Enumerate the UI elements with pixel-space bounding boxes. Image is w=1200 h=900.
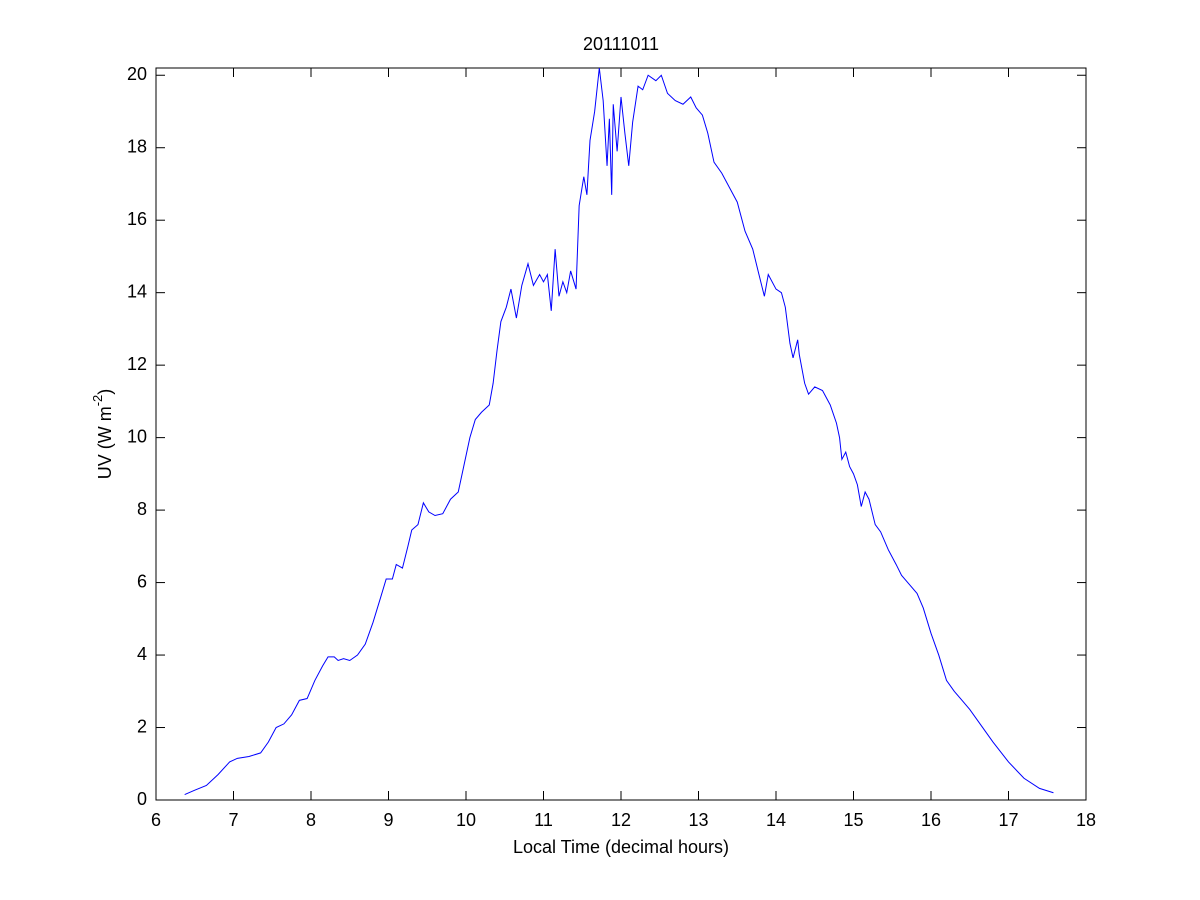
y-tick-label: 8	[137, 499, 147, 519]
x-tick-label: 18	[1076, 810, 1096, 830]
y-tick-label: 0	[137, 789, 147, 809]
data-line	[184, 67, 1054, 796]
x-tick-label: 6	[151, 810, 161, 830]
x-tick-label: 12	[611, 810, 631, 830]
x-axis-label: Local Time (decimal hours)	[513, 837, 729, 857]
x-tick-label: 10	[456, 810, 476, 830]
y-axis-label-superscript: -2	[90, 395, 105, 407]
x-tick-label: 15	[843, 810, 863, 830]
y-tick-label: 14	[127, 281, 147, 301]
y-tick-label: 16	[127, 209, 147, 229]
x-tick-label: 17	[998, 810, 1018, 830]
y-tick-label: 4	[137, 644, 147, 664]
y-tick-label: 2	[137, 716, 147, 736]
y-axis-label-part: UV (W m	[95, 406, 115, 479]
x-tick-label: 14	[766, 810, 786, 830]
axes-box	[155, 67, 1087, 801]
x-tick-label: 7	[228, 810, 238, 830]
x-tick-label: 9	[383, 810, 393, 830]
y-tick-label: 12	[127, 354, 147, 374]
x-tick-label: 11	[534, 810, 553, 830]
chart-title: 20111011	[583, 34, 659, 54]
x-tick-label: 8	[306, 810, 316, 830]
y-tick-label: 10	[127, 426, 147, 446]
x-tick-label: 13	[688, 810, 708, 830]
y-tick-label: 18	[127, 136, 147, 156]
y-axis-label: UV (W m-2)	[90, 389, 114, 480]
x-tick-label: 16	[921, 810, 941, 830]
y-tick-label: 20	[127, 64, 147, 84]
y-tick-label: 6	[137, 571, 147, 591]
y-axis-label-part: )	[95, 389, 115, 395]
